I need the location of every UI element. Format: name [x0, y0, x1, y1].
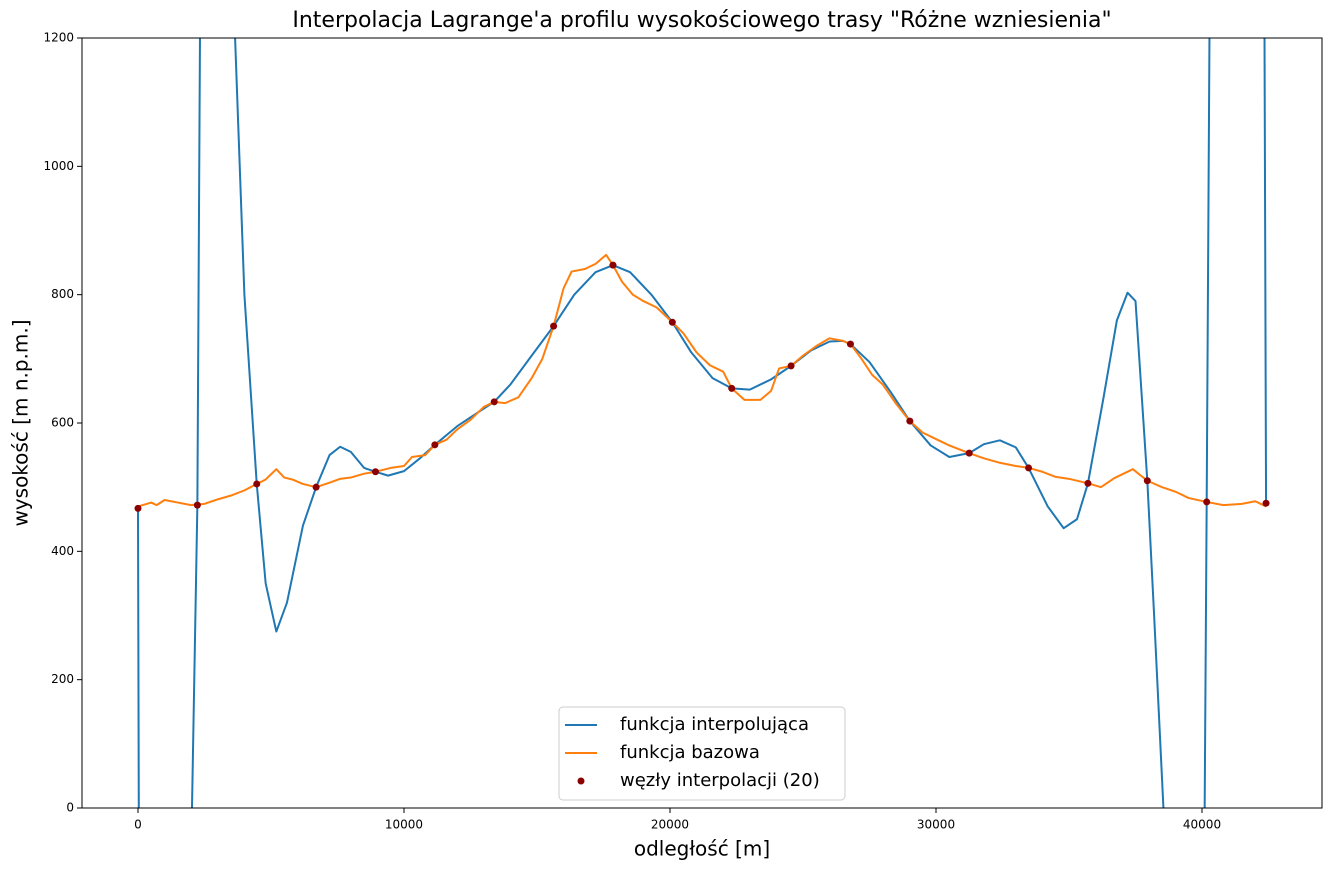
node-point	[1262, 499, 1270, 507]
legend-marker	[577, 777, 585, 785]
node-point	[1143, 477, 1151, 485]
data-line	[137, 253, 1267, 508]
x-axis-label: odległość [m]	[634, 837, 770, 861]
node-point	[1084, 479, 1092, 487]
plot-frame	[81, 37, 1323, 809]
y-tick-label: 600	[51, 416, 74, 430]
node-point	[253, 480, 261, 488]
node-point	[1203, 498, 1211, 506]
x-tick-label: 10000	[385, 818, 423, 832]
node-point	[312, 483, 320, 491]
chart-title: Interpolacja Lagrange'a profilu wysokośc…	[292, 8, 1111, 33]
node-point	[134, 504, 142, 512]
node-point	[431, 441, 439, 449]
node-point	[193, 501, 201, 509]
node-point	[490, 398, 498, 406]
node-point	[787, 362, 795, 370]
y-tick-label: 1000	[43, 159, 74, 173]
node-point	[728, 384, 736, 392]
legend-label: funkcja interpolująca	[620, 714, 809, 735]
x-tick-label: 40000	[1183, 818, 1221, 832]
y-tick-label: 1200	[43, 31, 74, 45]
y-tick-label: 0	[66, 801, 74, 815]
node-point	[846, 340, 854, 348]
node-point	[965, 449, 973, 457]
plot-area	[134, 38, 1270, 808]
node-point	[906, 417, 914, 425]
x-tick-label: 30000	[917, 818, 955, 832]
legend-label: węzły interpolacji (20)	[620, 770, 820, 791]
node-point	[371, 468, 379, 476]
x-tick-label: 20000	[651, 818, 689, 832]
node-point	[609, 261, 617, 269]
node-point	[1025, 464, 1033, 472]
y-axis-label: wysokość [m n.p.m.]	[9, 319, 33, 526]
data-line	[136, 38, 1268, 808]
legend: funkcja interpolująca funkcja bazowa węzły…	[558, 706, 846, 801]
node-point	[550, 322, 558, 330]
x-tick-label: 0	[134, 818, 142, 832]
legend-box	[558, 706, 846, 801]
y-tick-label: 800	[51, 287, 74, 301]
legend-label: funkcja bazowa	[620, 742, 760, 763]
y-tick-label: 400	[51, 544, 74, 558]
node-point	[668, 318, 676, 326]
y-tick-label: 200	[51, 672, 74, 686]
